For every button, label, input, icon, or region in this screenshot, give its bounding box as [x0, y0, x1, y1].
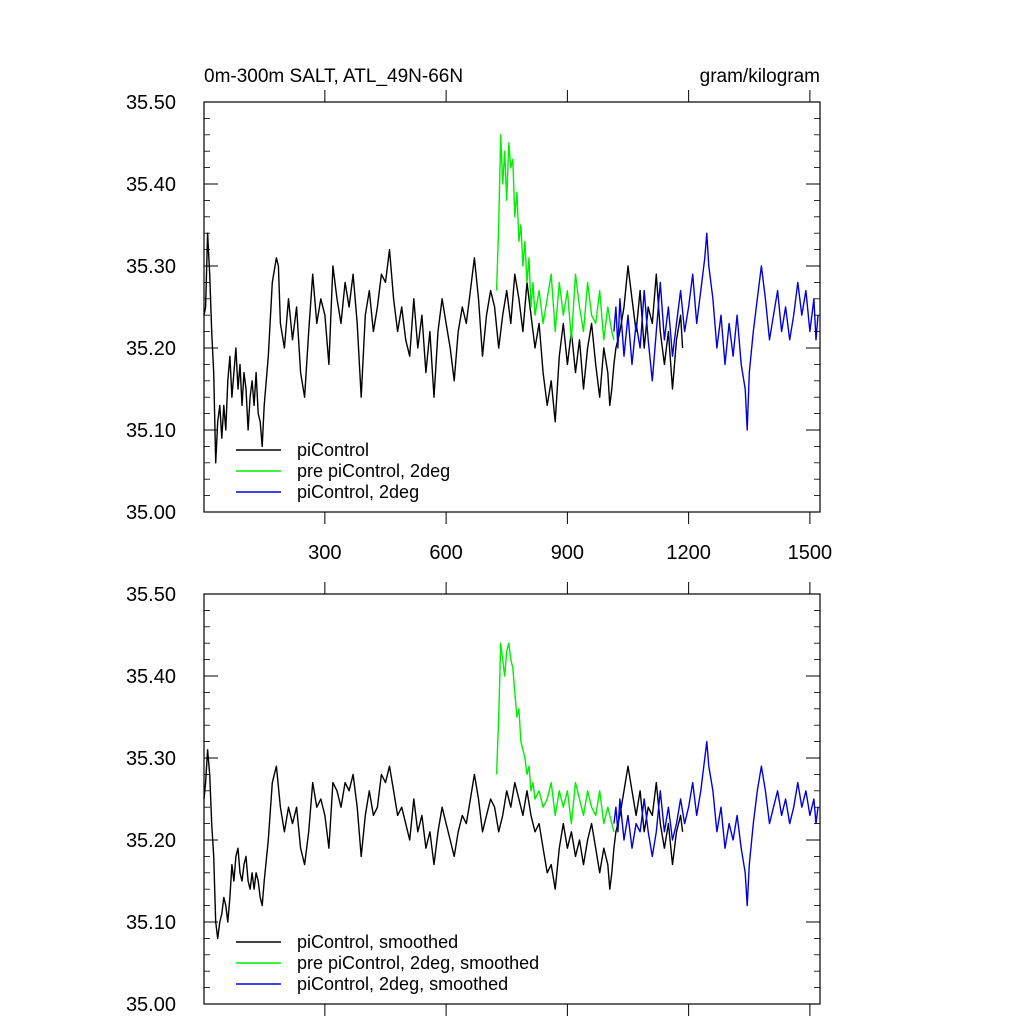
legend-label: piControl	[297, 440, 369, 460]
series-line	[495, 134, 615, 341]
series-line	[613, 232, 819, 431]
series-line	[203, 232, 684, 464]
y-tick-label: 35.30	[126, 748, 176, 770]
plot-frame	[203, 101, 821, 513]
x-tick-label: 300	[308, 542, 341, 564]
x-tick-label: 900	[551, 542, 584, 564]
series-layer	[203, 642, 819, 940]
y-tick-label: 35.00	[126, 994, 176, 1016]
tick-layer: 35.00 35.10 35.20 35.30 35.40 35.50 300 600 900 1…	[126, 90, 832, 564]
panel-title-right: gram/kilogram	[700, 66, 820, 87]
y-tick-label: 35.20	[126, 338, 176, 360]
legend-label: piControl, 2deg, smoothed	[297, 974, 508, 994]
y-tick-label: 35.00	[126, 502, 176, 524]
legend-label: pre piControl, 2deg	[297, 461, 450, 481]
y-tick-label: 35.50	[126, 584, 176, 606]
y-tick-label: 35.10	[126, 912, 176, 934]
panel-top: 0m-300m SALT, ATL_49N-66N gram/kilogram …	[126, 66, 832, 564]
legend-label: piControl, 2deg	[297, 482, 419, 502]
x-tick-label: 1500	[788, 542, 833, 564]
x-tick-label: 1200	[666, 542, 711, 564]
y-tick-label: 35.10	[126, 420, 176, 442]
y-tick-label: 35.40	[126, 666, 176, 688]
series-layer	[203, 134, 819, 464]
tick-layer: 35.00 35.10 35.20 35.30 35.40 35.50	[126, 582, 820, 1016]
x-tick-label: 600	[429, 542, 462, 564]
plot-frame	[203, 593, 821, 1005]
legend-label: pre piControl, 2deg, smoothed	[297, 953, 539, 973]
y-tick-label: 35.20	[126, 830, 176, 852]
panel-title-left: 0m-300m SALT, ATL_49N-66N	[204, 66, 463, 87]
panel-bottom: 35.00 35.10 35.20 35.30 35.40 35.50 piControl…	[126, 582, 821, 1016]
series-line	[495, 642, 615, 832]
y-tick-label: 35.40	[126, 174, 176, 196]
y-tick-label: 35.30	[126, 256, 176, 278]
series-line	[613, 740, 819, 907]
series-line	[203, 749, 684, 940]
y-tick-label: 35.50	[126, 92, 176, 114]
legend-label: piControl, smoothed	[297, 932, 458, 952]
